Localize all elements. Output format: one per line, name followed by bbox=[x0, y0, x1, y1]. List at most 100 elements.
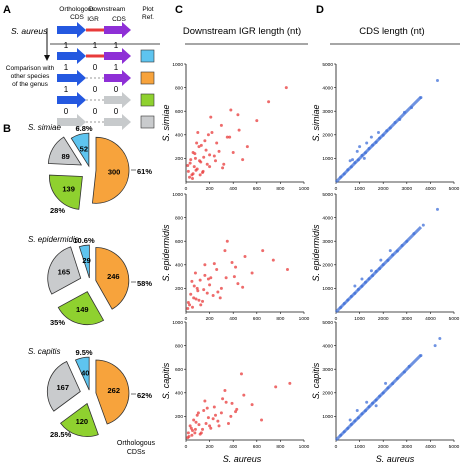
row-downstream-value: 0 bbox=[114, 107, 119, 116]
scatter-point bbox=[267, 100, 271, 104]
x-tick-label: 400 bbox=[229, 316, 237, 322]
scatter-point bbox=[386, 258, 390, 262]
scatter-point bbox=[192, 165, 196, 169]
scatter-point bbox=[395, 376, 399, 380]
orthologous-cdss-label-2: CDSs bbox=[127, 449, 146, 456]
scatter-ylabel: S. simiae bbox=[161, 104, 171, 141]
scatter-point bbox=[410, 106, 414, 110]
scatter-point bbox=[195, 286, 199, 290]
x-tick-label: 800 bbox=[276, 186, 284, 192]
plot-ref-header-2: Ref. bbox=[142, 14, 154, 21]
x-tick-label: 2000 bbox=[378, 186, 389, 192]
scatter-point bbox=[371, 274, 375, 278]
panel-a-schematic: S. aureus Orthologous CDS Downstream IGR… bbox=[6, 6, 160, 130]
pie-slice bbox=[91, 136, 130, 204]
scatter-point bbox=[209, 426, 213, 430]
scatter-point bbox=[243, 255, 247, 259]
scatter-point bbox=[214, 159, 217, 163]
scatter-point bbox=[346, 298, 350, 302]
scatter-point bbox=[223, 388, 227, 392]
y-tick-label: 1000 bbox=[322, 156, 333, 162]
scatter-point bbox=[194, 297, 198, 301]
scatter-point bbox=[374, 140, 378, 144]
scatter-point bbox=[226, 421, 230, 425]
scatter-point bbox=[188, 303, 192, 307]
scatter-point bbox=[212, 405, 216, 409]
scatter-point bbox=[239, 372, 243, 376]
pie-slice bbox=[95, 359, 130, 425]
scatter-point bbox=[193, 271, 197, 275]
scatter-point bbox=[391, 382, 395, 386]
scatter-point bbox=[228, 135, 232, 139]
scatter-point bbox=[381, 391, 385, 395]
scatter-point bbox=[356, 416, 360, 420]
scatter-point bbox=[211, 417, 215, 421]
pie-orange-pct: 62% bbox=[137, 391, 152, 400]
scatter-point bbox=[203, 139, 207, 143]
scatter-point bbox=[365, 141, 369, 145]
pie-blue-pct: 6.8% bbox=[75, 124, 92, 133]
y-tick-label: 400 bbox=[175, 263, 183, 269]
scatter-point bbox=[229, 108, 233, 112]
pie-slice bbox=[78, 244, 90, 279]
pie-green-pct: 35% bbox=[50, 318, 65, 327]
scatter-point bbox=[339, 306, 343, 310]
y-tick-label: 400 bbox=[175, 133, 183, 139]
scatter-point bbox=[374, 404, 378, 408]
orthologous-header-1: Orthologous bbox=[59, 6, 95, 13]
pie-green-pct: 28% bbox=[50, 206, 65, 215]
x-tick-label: 0 bbox=[185, 186, 188, 192]
scatter-point bbox=[190, 279, 194, 283]
panel-letter-a: A bbox=[3, 4, 11, 16]
scatter-point bbox=[209, 115, 213, 119]
scatter-point bbox=[209, 276, 213, 280]
scatter-point bbox=[196, 289, 200, 293]
reference-cds-arrow bbox=[57, 22, 86, 38]
x-tick-label: 2000 bbox=[378, 444, 389, 450]
pie-slice bbox=[47, 246, 82, 295]
x-tick-label: 600 bbox=[253, 444, 261, 450]
scatter-point bbox=[202, 288, 206, 292]
scatter-point bbox=[225, 239, 229, 243]
scatter-point bbox=[353, 284, 357, 288]
x-tick-label: 1000 bbox=[354, 186, 365, 192]
scatter-point bbox=[367, 405, 371, 409]
scatter-point bbox=[192, 296, 196, 300]
panel-d-xlabel: S. aureus bbox=[376, 454, 415, 464]
scatter-point bbox=[288, 381, 292, 385]
igr-header: IGR bbox=[87, 16, 99, 23]
comparison-label-2: other species bbox=[11, 73, 50, 80]
scatter-point bbox=[232, 275, 236, 279]
plot-ref-swatch bbox=[140, 115, 155, 129]
row-igr-value: 0 bbox=[93, 85, 98, 94]
y-tick-label: 1000 bbox=[172, 62, 183, 68]
scatter-point bbox=[369, 269, 373, 273]
scatter-point bbox=[198, 432, 202, 436]
row-igr-value: 1 bbox=[93, 41, 98, 50]
diagonal-density-line bbox=[334, 353, 423, 442]
scatter-point bbox=[362, 156, 366, 160]
scatter-point bbox=[346, 168, 350, 172]
plot-ref-header-1: Plot bbox=[142, 6, 153, 13]
scatter-point bbox=[198, 159, 202, 163]
scatter-point bbox=[193, 427, 197, 431]
y-tick-label: 600 bbox=[175, 109, 183, 115]
panel-c-xlabel: S. aureus bbox=[223, 454, 262, 464]
row-downstream-arrow bbox=[104, 48, 131, 64]
scatter-point bbox=[188, 424, 192, 428]
pie-slice bbox=[49, 174, 83, 210]
x-tick-label: 0 bbox=[335, 444, 338, 450]
scatter-point bbox=[271, 258, 275, 262]
scatter-ylabel: S. epidermidis bbox=[311, 224, 321, 282]
scatter-point bbox=[186, 306, 190, 310]
scatter-point bbox=[355, 409, 359, 412]
scatter-point bbox=[210, 130, 214, 134]
scatter-point bbox=[197, 423, 201, 427]
pie-blue-pct: 10.6% bbox=[73, 236, 95, 245]
pie-slice bbox=[74, 356, 90, 391]
scatter-point bbox=[215, 141, 219, 145]
pie-slice-value: 165 bbox=[58, 268, 71, 277]
pie-slice-value: 29 bbox=[82, 256, 90, 265]
scatter-point bbox=[236, 282, 240, 286]
